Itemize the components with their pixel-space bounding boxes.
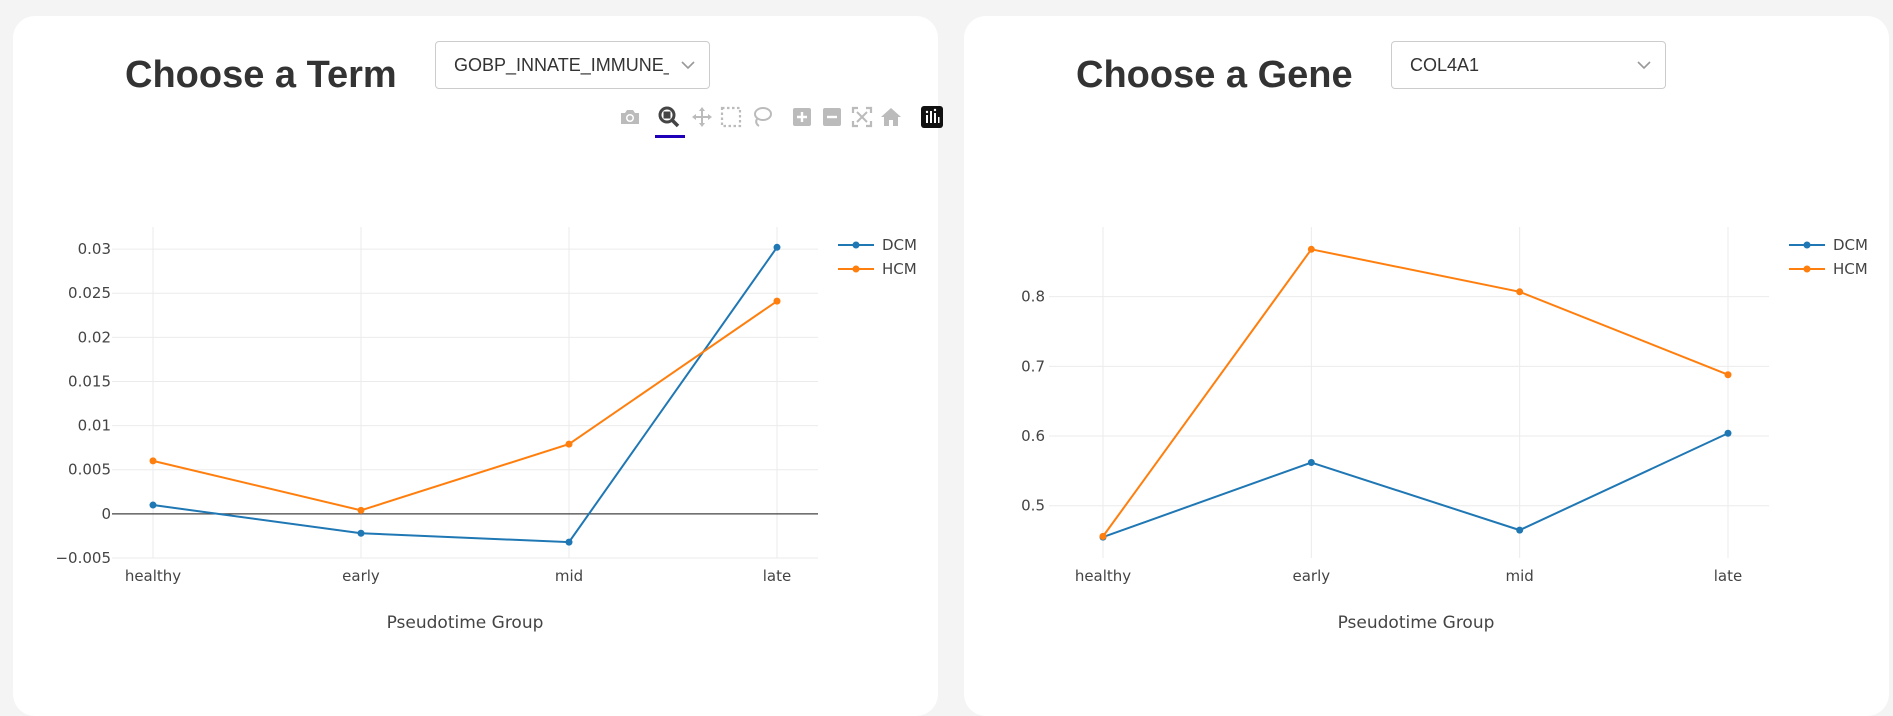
x-tick-label: late bbox=[763, 567, 791, 585]
gene-dropdown[interactable]: COL4A1 bbox=[1391, 41, 1666, 89]
x-tick-label: healthy bbox=[125, 567, 181, 585]
chevron-down-icon[interactable] bbox=[679, 56, 697, 74]
autoscale-icon[interactable] bbox=[849, 104, 875, 130]
box-select-icon[interactable] bbox=[718, 104, 744, 130]
y-tick-label: 0.005 bbox=[68, 461, 111, 479]
term-panel-title: Choose a Term bbox=[125, 54, 397, 96]
y-tick-label: 0.8 bbox=[1021, 288, 1045, 306]
term-line-chart[interactable]: −0.005 0 0.005 0.01 0.015 0.02 0.025 0.03 health… bbox=[13, 16, 938, 691]
reset-axes-icon[interactable] bbox=[878, 104, 904, 130]
x-axis-title: Pseudotime Group bbox=[387, 613, 544, 633]
chevron-down-icon[interactable] bbox=[1635, 56, 1653, 74]
series-line-hcm bbox=[1102, 248, 1729, 537]
legend-marker-dcm bbox=[852, 241, 860, 249]
y-tick-label: 0.03 bbox=[78, 240, 111, 258]
x-tick-label: mid bbox=[1506, 567, 1534, 585]
series-line-hcm bbox=[152, 300, 778, 512]
data-point-hcm bbox=[1724, 371, 1732, 379]
term-dropdown-value: GOBP_INNATE_IMMUNE_RESPONSE bbox=[454, 54, 669, 75]
data-point-dcm bbox=[1724, 429, 1732, 437]
x-tick-label: early bbox=[1293, 567, 1331, 585]
gene-line-chart[interactable]: 0.5 0.6 0.7 0.8 healthy early mid late Pseudotim… bbox=[964, 16, 1889, 691]
x-tick-label: mid bbox=[555, 567, 583, 585]
legend-label: HCM bbox=[1833, 260, 1868, 278]
gene-panel-title: Choose a Gene bbox=[1076, 54, 1353, 96]
pan-icon[interactable] bbox=[689, 104, 715, 130]
series-line-dcm bbox=[1102, 432, 1729, 539]
y-tick-label: 0.01 bbox=[78, 417, 111, 435]
data-point-hcm bbox=[773, 297, 781, 305]
x-axis-title: Pseudotime Group bbox=[1338, 613, 1495, 633]
zoom-in-icon[interactable] bbox=[789, 104, 815, 130]
term-panel: Choose a Term GOBP_INNATE_IMMUNE_RESPONS… bbox=[13, 16, 943, 716]
data-point-dcm bbox=[565, 538, 573, 546]
data-point-dcm bbox=[773, 243, 781, 251]
legend-marker-dcm bbox=[1803, 241, 1811, 249]
data-point-hcm bbox=[1516, 288, 1524, 296]
x-tick-label: late bbox=[1714, 567, 1742, 585]
legend-label: HCM bbox=[882, 260, 917, 278]
gene-panel: Choose a Gene COL4A1 0.5 0.6 0.7 0.8 healthy… bbox=[964, 16, 1889, 716]
x-tick-label: healthy bbox=[1075, 567, 1131, 585]
data-point-hcm bbox=[1099, 532, 1107, 540]
legend-marker-hcm bbox=[852, 265, 860, 273]
active-tool-indicator bbox=[655, 135, 685, 138]
gene-dropdown-value: COL4A1 bbox=[1410, 54, 1480, 75]
camera-icon[interactable] bbox=[617, 104, 643, 130]
data-point-dcm bbox=[1307, 459, 1315, 467]
legend-label: DCM bbox=[882, 236, 917, 254]
data-point-hcm bbox=[149, 457, 157, 465]
y-tick-label: −0.005 bbox=[55, 549, 111, 567]
data-point-hcm bbox=[565, 440, 573, 448]
lasso-icon[interactable] bbox=[749, 104, 775, 130]
data-point-hcm bbox=[1307, 245, 1315, 253]
y-tick-label: 0.02 bbox=[78, 328, 111, 346]
legend-label: DCM bbox=[1833, 236, 1868, 254]
plotly-logo-icon[interactable] bbox=[919, 104, 945, 130]
x-tick-label: early bbox=[342, 567, 380, 585]
zoom-icon[interactable] bbox=[656, 104, 682, 130]
term-dropdown[interactable]: GOBP_INNATE_IMMUNE_RESPONSE bbox=[435, 41, 710, 89]
data-point-dcm bbox=[149, 501, 157, 509]
legend-marker-hcm bbox=[1803, 265, 1811, 273]
data-point-dcm bbox=[1516, 526, 1524, 534]
zoom-out-icon[interactable] bbox=[819, 104, 845, 130]
data-point-dcm bbox=[357, 529, 365, 537]
chart-modebar bbox=[603, 104, 943, 140]
data-point-hcm bbox=[357, 506, 365, 514]
y-tick-label: 0.5 bbox=[1021, 497, 1045, 515]
series-line-dcm bbox=[152, 246, 778, 544]
y-tick-label: 0.015 bbox=[68, 372, 111, 390]
y-tick-label: 0.7 bbox=[1021, 357, 1045, 375]
y-tick-label: 0 bbox=[101, 505, 111, 523]
y-tick-label: 0.025 bbox=[68, 284, 111, 302]
y-tick-label: 0.6 bbox=[1021, 427, 1045, 445]
